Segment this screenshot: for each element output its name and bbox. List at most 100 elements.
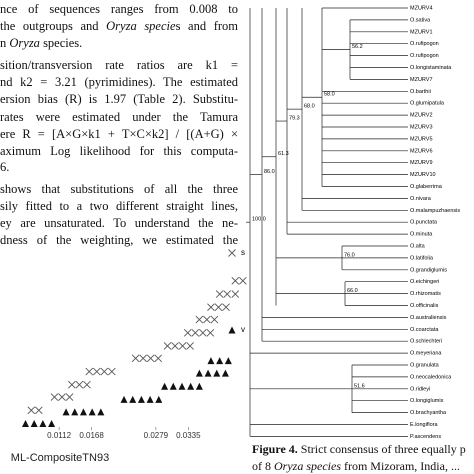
cross-stroke xyxy=(58,393,66,401)
data-point xyxy=(203,315,211,324)
data-point xyxy=(221,369,229,377)
text-span: rates were estimated under the Tamura xyxy=(0,110,238,124)
leaf-label: MZURV5 xyxy=(410,136,433,142)
cross-stroke xyxy=(27,406,36,415)
cross-stroke xyxy=(210,315,219,324)
text-line: rates were estimated under the Tamura xyxy=(0,110,238,124)
data-point xyxy=(161,382,169,390)
triangle xyxy=(178,382,186,390)
caption-span: from Mizoram, India, ... xyxy=(340,459,460,473)
bootstrap-label: 56.2 xyxy=(352,44,363,50)
cross-stroke xyxy=(228,249,236,257)
legend-label: s xyxy=(241,248,245,257)
text-span: dness of the weighting, we estimated the xyxy=(0,233,238,247)
leaf-label: O.eichingeri xyxy=(410,279,439,285)
data-point xyxy=(50,393,59,401)
cross-stroke xyxy=(50,393,59,401)
leaf-label: O.barthii xyxy=(410,89,431,95)
data-point xyxy=(191,328,200,337)
leaf-label: O.rufipogon xyxy=(410,53,439,59)
triangle xyxy=(204,369,212,377)
cross-stroke xyxy=(171,342,179,350)
triangle xyxy=(207,357,215,365)
data-point xyxy=(92,367,101,376)
leaf-label: O.rhizomatis xyxy=(410,291,441,297)
data-point xyxy=(224,357,232,365)
leaf-label: O.longistaminata xyxy=(410,65,452,71)
bootstrap-label: 76.0 xyxy=(344,252,355,258)
data-point xyxy=(97,408,105,416)
data-point xyxy=(204,369,212,377)
triangle xyxy=(39,419,47,427)
data-point xyxy=(146,354,155,363)
leaf-label: MZURV4 xyxy=(410,5,433,11)
leaf-label: O.glumipatula xyxy=(410,101,445,107)
text-span: sily fitted to a two different straight … xyxy=(0,199,238,213)
bootstrap-label: 68.0 xyxy=(304,104,315,110)
data-point xyxy=(213,369,221,377)
data-point xyxy=(216,357,224,365)
data-point xyxy=(155,395,163,403)
data-point xyxy=(137,395,145,403)
cross-stroke xyxy=(207,303,215,312)
caption-span: Figure 4. xyxy=(252,442,298,456)
data-point xyxy=(85,367,94,376)
text-line: dness of the weighting, we estimated the xyxy=(0,233,238,247)
data-point xyxy=(207,303,215,312)
text-span: s and from xyxy=(175,19,238,33)
bootstrap-label: 61.3 xyxy=(278,151,289,157)
triangle xyxy=(187,382,195,390)
data-point xyxy=(186,342,194,350)
data-point xyxy=(207,357,215,365)
text-span: ey are unsaturated. To understand the ne… xyxy=(0,216,238,230)
data-point xyxy=(27,406,36,415)
triangle xyxy=(224,357,232,365)
triangle xyxy=(30,419,38,427)
triangle xyxy=(120,395,128,403)
cross-stroke xyxy=(199,328,207,337)
text-span: 6. xyxy=(0,160,10,174)
cross-stroke xyxy=(214,303,223,312)
triangle xyxy=(79,408,87,416)
x-tick-label: 0.0335 xyxy=(176,431,201,440)
leaf-label: O.coarctata xyxy=(410,327,439,333)
caption-line: Figure 4. Strict consensus of three equa… xyxy=(252,442,466,457)
text-line: nd k2 = 3.21 (pyrimidines). The estimate… xyxy=(0,75,238,89)
leaf-label: MZURV9 xyxy=(410,160,433,166)
cross-stroke xyxy=(163,342,172,350)
triangle xyxy=(169,382,177,390)
cross-stroke xyxy=(35,406,43,415)
bootstrap-label: 79.3 xyxy=(289,116,300,122)
triangle xyxy=(161,382,169,390)
text-span: ersion bias (R) is 1.97 (Table 2). Subst… xyxy=(0,92,238,106)
triangle xyxy=(195,369,203,377)
data-point xyxy=(146,395,154,403)
data-point xyxy=(163,342,172,350)
x-axis-label: ML-CompositeTN93 xyxy=(11,452,109,464)
leaf-label: O.malampuzhaensis xyxy=(410,208,460,214)
leaf-label: O.latifolia xyxy=(410,255,434,261)
triangle xyxy=(62,408,70,416)
triangle xyxy=(97,408,105,416)
cross-stroke xyxy=(83,380,91,389)
cross-stroke xyxy=(206,328,215,337)
cross-stroke xyxy=(92,367,101,376)
cross-stroke xyxy=(186,342,194,350)
data-point xyxy=(223,290,232,298)
leaf-label: P.ascendens xyxy=(410,434,441,440)
text-line: ersion bias (R) is 1.97 (Table 2). Subst… xyxy=(0,92,238,106)
x-tick-label: 0.0279 xyxy=(144,431,169,440)
caption-span: Oryza species xyxy=(274,459,341,473)
bootstrap-label: 66.0 xyxy=(347,288,358,294)
x-tick-label: 0.0112 xyxy=(47,431,71,440)
text-span: ere R = [A×G×k1 + T×C×k2] / [(A+G) × xyxy=(0,127,238,141)
data-point xyxy=(75,380,84,389)
data-point xyxy=(79,408,87,416)
cross-stroke xyxy=(139,354,147,363)
cross-stroke xyxy=(100,367,109,376)
text-line: ey are unsaturated. To understand the ne… xyxy=(0,216,238,230)
bootstrap-label: 58.0 xyxy=(324,92,335,98)
text-span: shows that substitutions of all the thre… xyxy=(0,182,238,196)
cross-stroke xyxy=(222,303,230,312)
